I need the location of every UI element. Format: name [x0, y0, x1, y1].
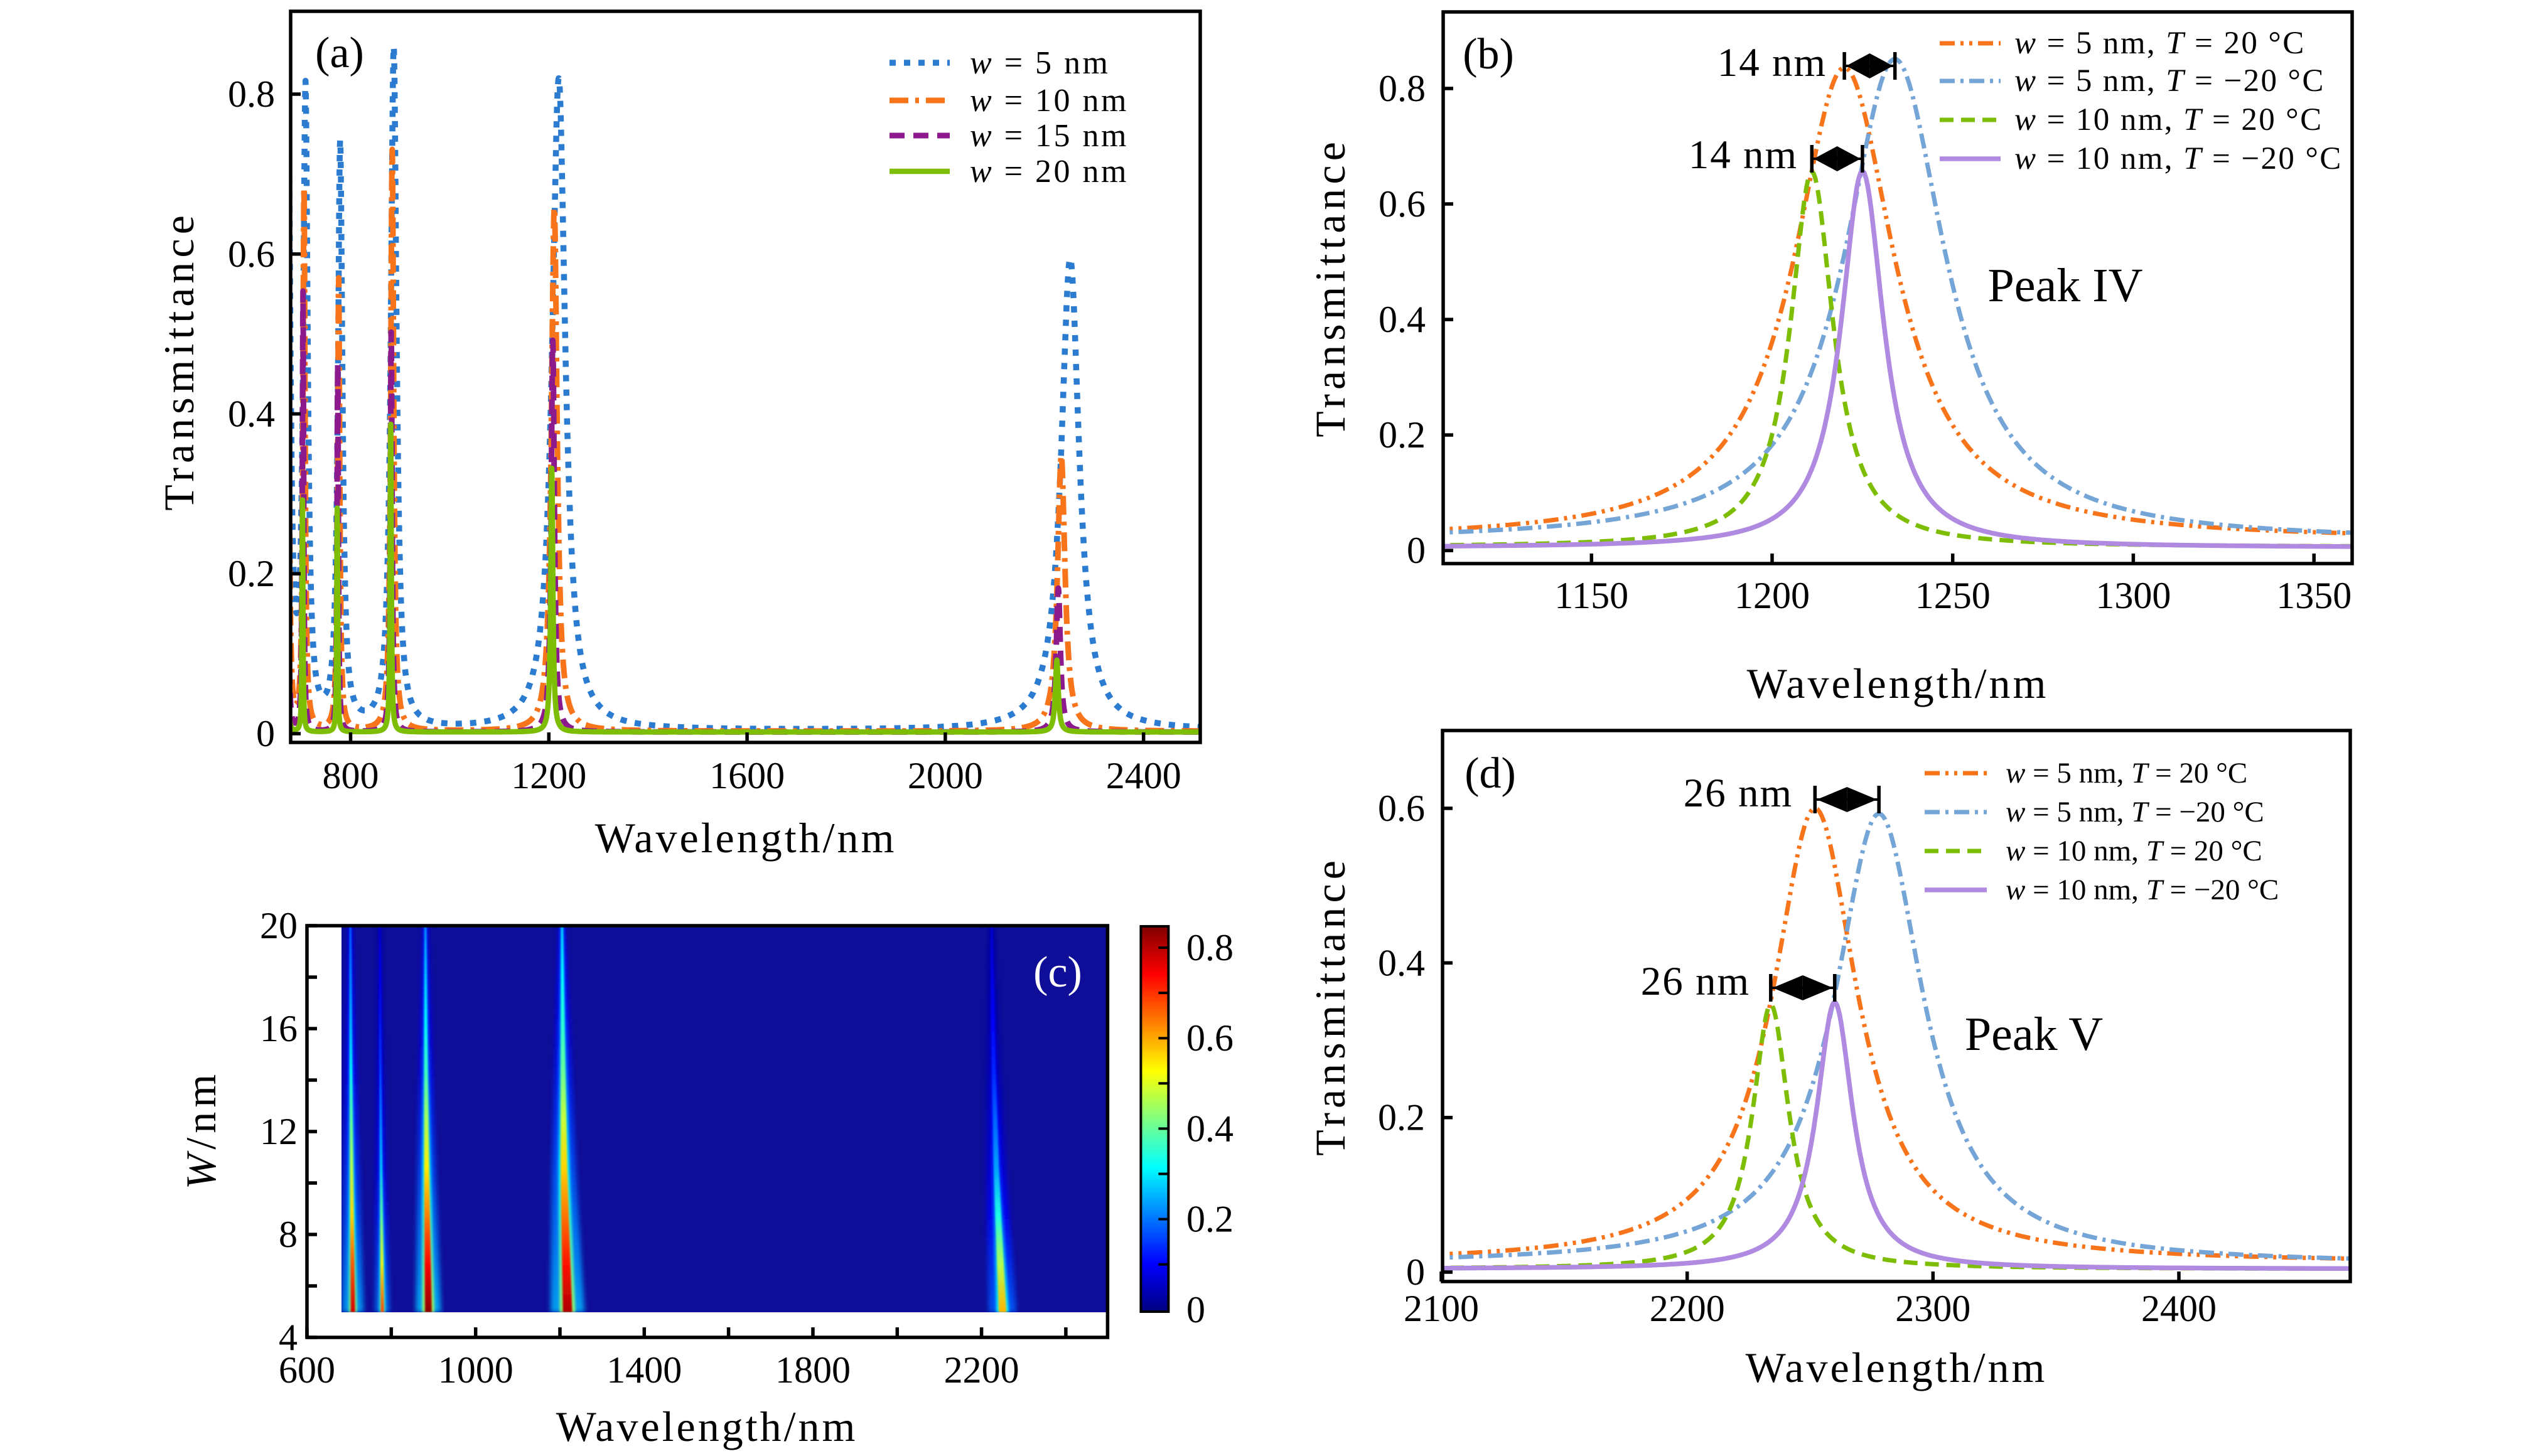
- svg-text:2400: 2400: [1106, 755, 1181, 796]
- svg-text:w = 15 nm: w = 15 nm: [970, 118, 1129, 154]
- svg-text:0: 0: [1407, 530, 1426, 571]
- svg-text:26 nm: 26 nm: [1684, 771, 1793, 816]
- svg-text:Wavelength/nm: Wavelength/nm: [595, 814, 897, 862]
- svg-text:4: 4: [279, 1317, 298, 1358]
- svg-text:1400: 1400: [606, 1349, 682, 1391]
- svg-text:2100: 2100: [1404, 1288, 1479, 1329]
- svg-text:W/nm: W/nm: [177, 1070, 225, 1189]
- svg-text:Peak IV: Peak IV: [1988, 259, 2143, 312]
- svg-text:w = 10 nm, T = 20 °C: w = 10 nm, T = 20 °C: [2014, 102, 2323, 137]
- svg-text:0.2: 0.2: [1378, 1097, 1425, 1138]
- svg-text:8: 8: [279, 1214, 298, 1255]
- svg-text:w = 5 nm, T = 20 °C: w = 5 nm, T = 20 °C: [2014, 26, 2306, 61]
- svg-text:0.6: 0.6: [1378, 788, 1425, 829]
- svg-text:14 nm: 14 nm: [1717, 40, 1827, 85]
- svg-text:0: 0: [256, 713, 275, 754]
- svg-text:1250: 1250: [1915, 575, 1991, 616]
- svg-text:1200: 1200: [1734, 575, 1810, 616]
- svg-text:w = 5 nm, T = 20 °C: w = 5 nm, T = 20 °C: [2006, 757, 2247, 790]
- svg-text:1350: 1350: [2276, 575, 2352, 616]
- svg-text:w = 10 nm, T = −20 °C: w = 10 nm, T = −20 °C: [2006, 874, 2279, 906]
- svg-text:2400: 2400: [2141, 1288, 2217, 1329]
- svg-text:2200: 2200: [944, 1349, 1019, 1391]
- svg-text:Transmittance: Transmittance: [155, 211, 203, 511]
- svg-text:Wavelength/nm: Wavelength/nm: [556, 1403, 858, 1450]
- svg-text:1200: 1200: [511, 755, 586, 796]
- svg-text:600: 600: [279, 1349, 335, 1391]
- svg-text:14 nm: 14 nm: [1689, 132, 1798, 178]
- svg-text:0.4: 0.4: [1379, 299, 1426, 340]
- svg-text:1800: 1800: [775, 1349, 851, 1391]
- svg-text:2200: 2200: [1650, 1288, 1725, 1329]
- svg-text:0.6: 0.6: [228, 233, 275, 275]
- svg-text:0.8: 0.8: [1379, 68, 1426, 109]
- svg-text:(b): (b): [1463, 30, 1514, 78]
- svg-text:w = 10 nm, T = −20 °C: w = 10 nm, T = −20 °C: [2014, 141, 2343, 176]
- svg-text:1600: 1600: [709, 755, 785, 796]
- svg-text:20: 20: [260, 905, 298, 946]
- svg-text:0.2: 0.2: [228, 553, 275, 594]
- svg-text:Transmittance: Transmittance: [1306, 856, 1354, 1156]
- svg-text:w = 10 nm, T = 20 °C: w = 10 nm, T = 20 °C: [2006, 835, 2262, 867]
- svg-text:2300: 2300: [1895, 1288, 1970, 1329]
- svg-text:800: 800: [323, 755, 379, 796]
- svg-text:0.8: 0.8: [1186, 927, 1234, 968]
- svg-text:2000: 2000: [908, 755, 983, 796]
- svg-text:26 nm: 26 nm: [1641, 959, 1750, 1004]
- svg-text:1000: 1000: [438, 1349, 513, 1391]
- svg-text:0.2: 0.2: [1186, 1199, 1234, 1240]
- svg-text:Transmittance: Transmittance: [1306, 137, 1354, 437]
- svg-text:Peak V: Peak V: [1965, 1008, 2103, 1061]
- svg-text:0: 0: [1406, 1251, 1425, 1293]
- svg-text:(d): (d): [1465, 749, 1516, 798]
- svg-text:0.8: 0.8: [228, 73, 275, 115]
- svg-text:0.2: 0.2: [1379, 414, 1426, 456]
- svg-text:w = 5 nm, T = −20 °C: w = 5 nm, T = −20 °C: [2014, 63, 2325, 99]
- svg-text:0.6: 0.6: [1379, 183, 1426, 225]
- svg-text:0.4: 0.4: [1186, 1108, 1234, 1149]
- svg-text:Wavelength/nm: Wavelength/nm: [1747, 660, 2049, 707]
- svg-text:w = 20 nm: w = 20 nm: [970, 154, 1129, 190]
- svg-text:Wavelength/nm: Wavelength/nm: [1746, 1344, 2048, 1391]
- svg-text:(c): (c): [1033, 948, 1082, 997]
- svg-text:16: 16: [260, 1008, 298, 1049]
- svg-text:w = 5 nm: w = 5 nm: [970, 45, 1110, 81]
- svg-text:12: 12: [260, 1111, 298, 1152]
- svg-text:w = 5 nm, T = −20 °C: w = 5 nm, T = −20 °C: [2006, 796, 2264, 828]
- svg-text:0.4: 0.4: [228, 393, 275, 435]
- svg-text:1150: 1150: [1554, 575, 1628, 616]
- svg-text:0: 0: [1186, 1289, 1205, 1330]
- svg-text:1300: 1300: [2095, 575, 2171, 616]
- svg-text:0.4: 0.4: [1378, 942, 1425, 983]
- svg-text:0.6: 0.6: [1186, 1017, 1234, 1059]
- svg-text:(a): (a): [315, 29, 364, 77]
- svg-text:w = 10 nm: w = 10 nm: [970, 83, 1129, 119]
